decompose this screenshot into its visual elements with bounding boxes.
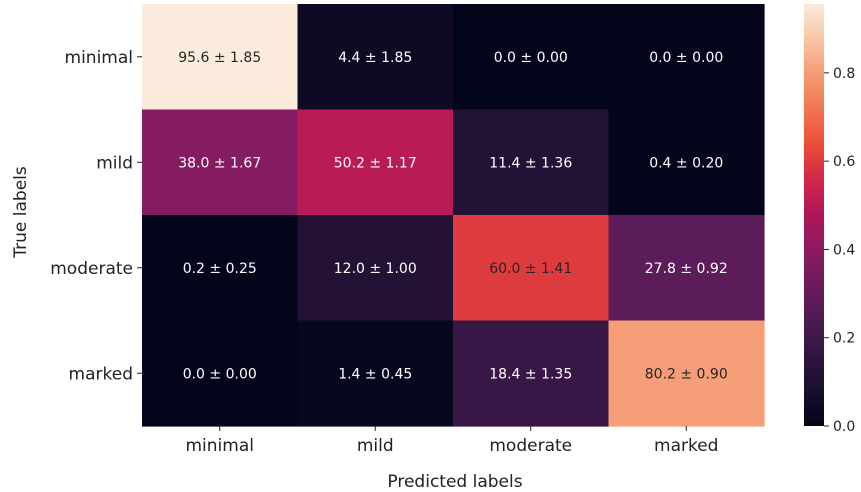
colorbar-tick-label: 0.4 <box>833 242 855 258</box>
colorbar: 0.0 0.2 0.4 0.6 0.8 <box>804 4 855 435</box>
cell-label: 38.0 ± 1.67 <box>178 155 261 171</box>
cell-label: 0.2 ± 0.25 <box>183 261 257 277</box>
x-axis: minimal mild moderate marked <box>186 426 718 456</box>
y-tick-label: marked <box>69 364 133 384</box>
colorbar-gradient <box>804 4 824 426</box>
x-tick-label: mild <box>357 436 394 456</box>
heatmap-cell <box>142 320 299 427</box>
cell-label: 11.4 ± 1.36 <box>489 155 572 171</box>
heatmap-cell <box>297 320 454 427</box>
heatmap-cell <box>297 215 454 322</box>
y-tick-label: mild <box>96 153 133 173</box>
x-axis-title: Predicted labels <box>387 472 522 492</box>
y-tick-label: minimal <box>65 48 133 68</box>
cell-label: 95.6 ± 1.85 <box>178 50 261 66</box>
cell-label: 60.0 ± 1.41 <box>489 261 572 277</box>
heatmap-cell <box>453 320 610 427</box>
cell-label: 0.0 ± 0.00 <box>183 366 257 382</box>
heatmap-cell <box>608 215 765 322</box>
heatmap-cell <box>142 215 299 322</box>
cell-label: 12.0 ± 1.00 <box>334 261 417 277</box>
cell-label: 1.4 ± 0.45 <box>338 366 412 382</box>
x-tick-label: marked <box>654 436 718 456</box>
heatmap-cell <box>142 109 299 216</box>
heatmap-cell <box>453 215 610 322</box>
cell-label: 27.8 ± 0.92 <box>645 261 728 277</box>
cell-label: 50.2 ± 1.17 <box>334 155 417 171</box>
heatmap-cell <box>297 109 454 216</box>
x-tick-label: moderate <box>489 436 572 456</box>
heatmap-cell <box>453 109 610 216</box>
heatmap-cell <box>608 4 765 111</box>
colorbar-tick-label: 0.6 <box>833 154 855 170</box>
cell-label: 18.4 ± 1.35 <box>489 366 572 382</box>
heatmap-cell <box>142 4 299 111</box>
cell-label: 0.4 ± 0.20 <box>649 155 723 171</box>
y-axis: minimal mild moderate marked <box>50 48 142 384</box>
cell-label: 4.4 ± 1.85 <box>338 50 412 66</box>
y-tick-label: moderate <box>50 259 133 279</box>
heatmap-cell <box>608 109 765 216</box>
heatmap-cells: 95.6 ± 1.85 4.4 ± 1.85 0.0 ± 0.00 0.0 ± 0.0… <box>142 4 765 427</box>
cell-label: 0.0 ± 0.00 <box>494 50 568 66</box>
colorbar-tick-label: 0.2 <box>833 331 855 347</box>
cell-label: 80.2 ± 0.90 <box>645 366 728 382</box>
colorbar-tick-label: 0.0 <box>833 419 855 435</box>
heatmap-cell <box>297 4 454 111</box>
heatmap-cell <box>453 4 610 111</box>
y-axis-title: True labels <box>11 166 31 259</box>
heatmap-cell <box>608 320 765 427</box>
cell-label: 0.0 ± 0.00 <box>649 50 723 66</box>
x-tick-label: minimal <box>186 436 254 456</box>
colorbar-tick-label: 0.8 <box>833 66 855 82</box>
